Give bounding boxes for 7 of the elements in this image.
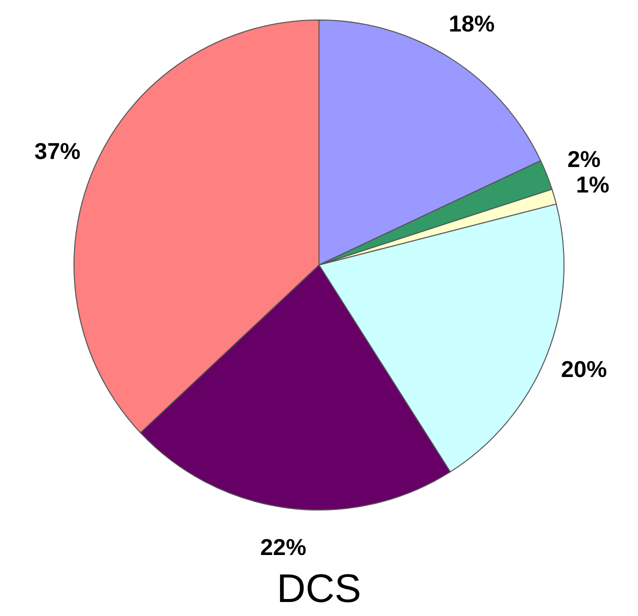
data-label: 37%	[34, 138, 80, 164]
data-label: 22%	[260, 534, 306, 560]
data-label: 18%	[448, 10, 495, 36]
data-label: 20%	[560, 356, 608, 382]
data-label: 2%	[567, 146, 601, 172]
text: DCS	[276, 566, 362, 611]
data-label: 1%	[576, 171, 610, 198]
